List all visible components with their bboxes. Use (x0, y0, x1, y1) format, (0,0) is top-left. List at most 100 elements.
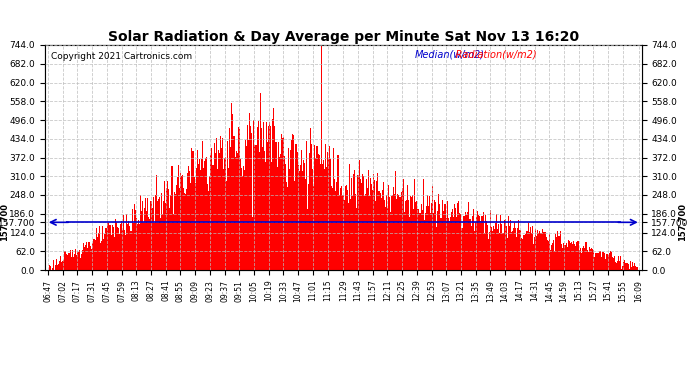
Bar (608, 255, 609, 270)
Bar (362, 174, 363, 270)
Bar (213, 143, 215, 270)
Bar (181, 176, 182, 270)
Bar (102, 226, 103, 270)
Bar (230, 147, 231, 270)
Bar (270, 126, 271, 270)
Bar (75, 249, 76, 270)
Bar (313, 186, 315, 270)
Bar (330, 159, 331, 270)
Bar (420, 204, 422, 270)
Bar (383, 182, 384, 270)
Bar (78, 252, 79, 270)
Bar (315, 158, 317, 270)
Bar (138, 220, 139, 270)
Bar (186, 189, 187, 270)
Bar (544, 232, 546, 270)
Bar (406, 200, 407, 270)
Bar (502, 233, 504, 270)
Bar (631, 267, 632, 270)
Bar (187, 173, 188, 270)
Bar (427, 195, 428, 270)
Bar (392, 195, 393, 270)
Bar (578, 241, 579, 270)
Bar (209, 176, 210, 270)
Bar (237, 127, 239, 270)
Bar (177, 177, 178, 270)
Bar (532, 226, 533, 270)
Bar (373, 174, 374, 270)
Bar (344, 200, 345, 270)
Bar (189, 171, 190, 270)
Bar (255, 145, 257, 270)
Bar (394, 194, 395, 270)
Bar (418, 209, 420, 270)
Bar (128, 221, 130, 270)
Bar (92, 238, 94, 270)
Bar (265, 162, 266, 270)
Bar (115, 219, 116, 270)
Bar (346, 185, 347, 270)
Bar (224, 158, 225, 270)
Bar (351, 178, 352, 270)
Bar (286, 182, 287, 270)
Bar (263, 123, 264, 270)
Bar (243, 166, 244, 270)
Bar (76, 255, 77, 270)
Bar (317, 154, 319, 270)
Bar (426, 206, 427, 270)
Bar (542, 229, 544, 270)
Bar (633, 266, 634, 270)
Bar (357, 175, 359, 270)
Bar (381, 198, 382, 270)
Bar (235, 151, 237, 270)
Bar (425, 213, 426, 270)
Bar (285, 164, 286, 270)
Bar (537, 230, 538, 270)
Bar (500, 215, 502, 270)
Bar (457, 203, 458, 270)
Bar (411, 197, 412, 270)
Bar (148, 217, 150, 270)
Bar (610, 251, 611, 270)
Bar (417, 209, 418, 270)
Bar (147, 198, 148, 270)
Bar (253, 120, 255, 270)
Bar (614, 256, 615, 270)
Bar (295, 144, 297, 270)
Bar (551, 244, 552, 270)
Bar (185, 194, 186, 270)
Bar (385, 207, 386, 270)
Bar (433, 213, 434, 270)
Bar (559, 236, 560, 270)
Bar (90, 249, 92, 270)
Bar (434, 200, 435, 270)
Bar (142, 201, 143, 270)
Bar (573, 242, 574, 270)
Bar (528, 224, 529, 270)
Bar (435, 202, 436, 270)
Bar (593, 250, 594, 270)
Bar (546, 240, 548, 270)
Bar (302, 171, 303, 270)
Bar (410, 196, 411, 270)
Bar (136, 218, 137, 270)
Bar (482, 212, 484, 270)
Bar (180, 173, 181, 270)
Bar (548, 241, 549, 270)
Bar (190, 183, 191, 270)
Bar (219, 153, 220, 270)
Bar (408, 200, 409, 270)
Bar (261, 128, 262, 270)
Bar (488, 239, 489, 270)
Bar (293, 135, 295, 270)
Bar (470, 219, 471, 270)
Bar (450, 217, 451, 270)
Bar (301, 150, 302, 270)
Bar (562, 248, 564, 270)
Bar (575, 246, 576, 270)
Bar (166, 188, 167, 270)
Bar (52, 260, 54, 270)
Bar (337, 155, 339, 270)
Bar (160, 218, 161, 270)
Bar (634, 263, 635, 270)
